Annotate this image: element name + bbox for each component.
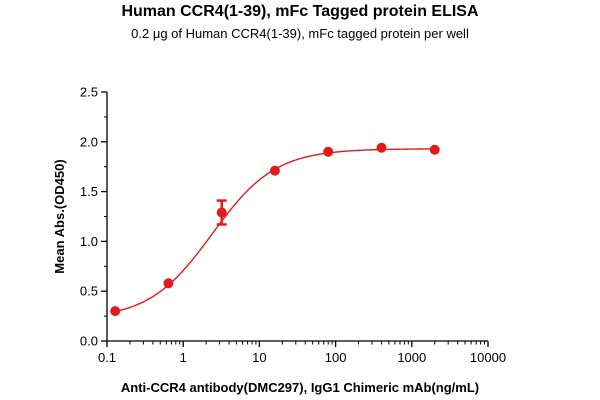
x-tick-label: 100: [325, 350, 347, 365]
y-tick-label: 0.5: [80, 284, 98, 299]
data-points-layer: [110, 142, 440, 317]
x-axis-title: Anti-CCR4 antibody(DMC297), IgG1 Chimeri…: [121, 380, 479, 395]
x-tick-label: 1: [180, 350, 187, 365]
axes: 0.0 0.5 1.0 1.5 2.0 2.5 0.1 1 10 100 1000 10000: [80, 85, 506, 366]
chart-title: Human CCR4(1-39), mFc Tagged protein ELI…: [121, 3, 479, 20]
x-tick-label: 1000: [397, 350, 426, 365]
x-tick-label: 0.1: [98, 350, 116, 365]
data-point: [216, 207, 227, 218]
y-tick-label: 0.0: [80, 334, 98, 349]
x-tick-label: 10000: [470, 350, 506, 365]
data-point: [110, 306, 121, 317]
y-tick-label: 1.0: [80, 234, 98, 249]
y-tick-label: 2.0: [80, 134, 98, 149]
x-tick-label: 10: [252, 350, 266, 365]
data-point: [376, 142, 387, 153]
y-tick-label: 2.5: [80, 85, 98, 100]
y-axis-title: Mean Abs.(OD450): [52, 159, 67, 273]
data-point: [323, 146, 334, 157]
data-point: [269, 165, 280, 176]
chart-subtitle: 0.2 μg of Human CCR4(1-39), mFc tagged p…: [131, 26, 469, 41]
y-tick-label: 1.5: [80, 184, 98, 199]
data-point: [429, 144, 440, 155]
data-point: [163, 278, 174, 289]
